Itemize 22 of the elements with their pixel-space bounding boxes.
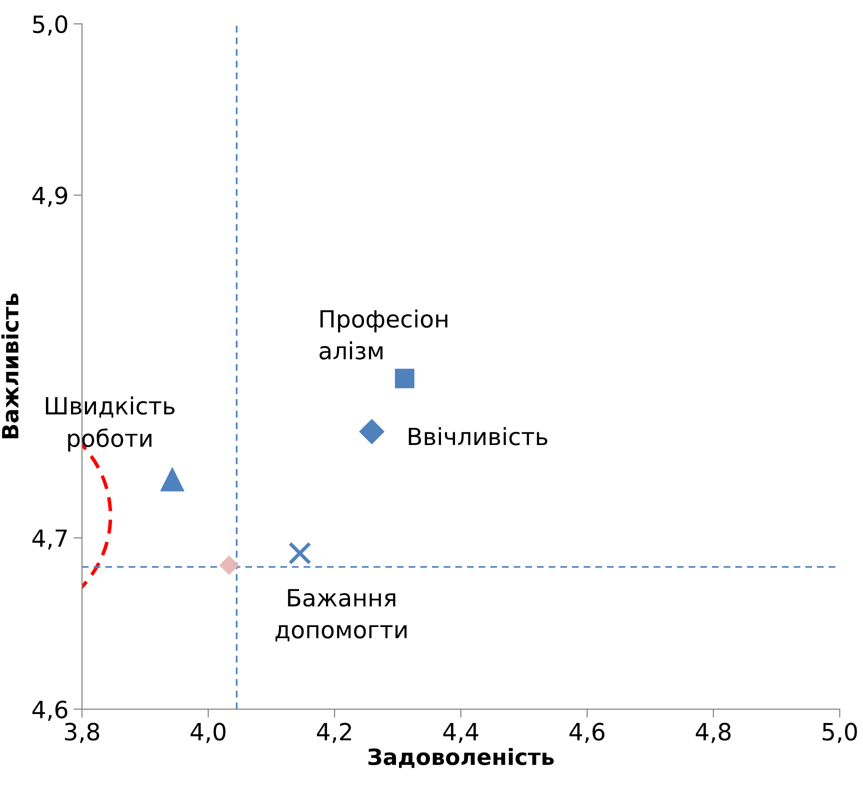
y-tick-label: 4,6 [32,700,68,721]
x-tick-label: 3,8 [65,722,100,744]
x-tick-label: 4,8 [696,722,731,744]
series-label: Бажання допомогти [276,589,407,642]
series-label: Професіон алізм [320,309,448,360]
point [394,368,414,388]
x-tick-label: 5,0 [822,722,857,744]
x-tick-label: 4,0 [190,722,226,744]
y-tick-label: 4,7 [32,530,67,550]
x-axis-title: Задоволеність [368,748,554,768]
point [220,556,239,575]
point [160,468,184,492]
x-tick-label: 4,4 [443,723,478,744]
y-axis-title: Важливість [1,294,19,438]
point [288,542,312,565]
y-tick-label: 5,0 [33,15,68,36]
series-label: Швидкість роботи [46,396,175,452]
x-tick-label: 4,2 [316,722,351,744]
x-tick-label: 4,6 [570,722,604,744]
point [359,419,384,444]
series-label: Ввічливість [408,427,548,446]
y-tick-label: 4,9 [32,186,68,207]
